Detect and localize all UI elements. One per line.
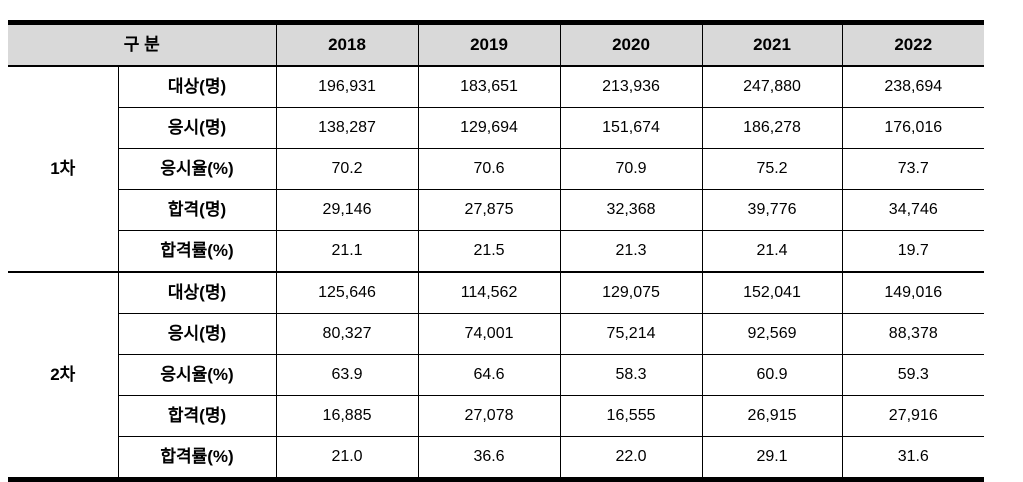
row-label: 합격(명): [117, 395, 277, 437]
cell-value: 73.7: [841, 148, 985, 190]
cell-value: 152,041: [701, 271, 843, 314]
cell-value: 149,016: [841, 271, 985, 314]
cell-value: 59.3: [841, 354, 985, 396]
cell-value: 74,001: [417, 313, 561, 355]
cell-value: 70.6: [417, 148, 561, 190]
table-row: 합격(명) 29,146 27,875 32,368 39,776 34,746: [8, 189, 985, 231]
cell-value: 176,016: [841, 107, 985, 149]
header-year-2020: 2020: [559, 22, 703, 67]
row-label: 응시율(%): [117, 148, 277, 190]
table-row: 응시(명) 80,327 74,001 75,214 92,569 88,378: [8, 313, 985, 355]
header-year-2018: 2018: [275, 22, 419, 67]
cell-value: 19.7: [841, 230, 985, 272]
header-group-label: 구 분: [8, 22, 277, 67]
cell-value: 32,368: [559, 189, 703, 231]
cell-value: 186,278: [701, 107, 843, 149]
cell-value: 129,075: [559, 271, 703, 314]
cell-value: 247,880: [701, 65, 843, 108]
row-label: 대상(명): [117, 65, 277, 108]
cell-value: 39,776: [701, 189, 843, 231]
table-row: 합격률(%) 21.0 36.6 22.0 29.1 31.6: [8, 436, 985, 480]
table-row: 2차 대상(명) 125,646 114,562 129,075 152,041…: [8, 271, 985, 480]
cell-value: 75,214: [559, 313, 703, 355]
row-label: 응시율(%): [117, 354, 277, 396]
row-label: 응시(명): [117, 107, 277, 149]
cell-value: 60.9: [701, 354, 843, 396]
cell-value: 21.5: [417, 230, 561, 272]
cell-value: 80,327: [275, 313, 419, 355]
cell-value: 88,378: [841, 313, 985, 355]
cell-value: 29.1: [701, 436, 843, 480]
table-row: 합격률(%) 21.1 21.5 21.3 21.4 19.7: [8, 230, 985, 272]
table-row: 1차 대상(명) 196,931 183,651 213,936 247,880…: [8, 65, 985, 178]
table-row: 응시율(%) 70.2 70.6 70.9 75.2 73.7: [8, 148, 985, 190]
cell-value: 196,931: [275, 65, 419, 108]
exam-statistics-table-container: 구 분 2018 2019 2020 2021 2022 1차 대상(명) 19…: [8, 20, 985, 482]
cell-value: 29,146: [275, 189, 419, 231]
cell-value: 21.4: [701, 230, 843, 272]
cell-value: 63.9: [275, 354, 419, 396]
header-year-2022: 2022: [841, 22, 985, 67]
cell-value: 238,694: [841, 65, 985, 108]
cell-value: 22.0: [559, 436, 703, 480]
cell-value: 27,078: [417, 395, 561, 437]
cell-value: 21.0: [275, 436, 419, 480]
cell-value: 129,694: [417, 107, 561, 149]
group-cell-round2: 2차: [8, 271, 118, 480]
row-label: 합격률(%): [117, 436, 277, 480]
cell-value: 70.2: [275, 148, 419, 190]
cell-value: 26,915: [701, 395, 843, 437]
cell-value: 183,651: [417, 65, 561, 108]
cell-value: 27,916: [841, 395, 985, 437]
cell-value: 58.3: [559, 354, 703, 396]
row-label: 응시(명): [117, 313, 277, 355]
cell-value: 34,746: [841, 189, 985, 231]
cell-value: 213,936: [559, 65, 703, 108]
cell-value: 27,875: [417, 189, 561, 231]
cell-value: 114,562: [417, 271, 561, 314]
cell-value: 36.6: [417, 436, 561, 480]
cell-value: 16,885: [275, 395, 419, 437]
cell-value: 21.3: [559, 230, 703, 272]
group-cell-round1: 1차: [50, 159, 76, 178]
cell-value: 31.6: [841, 436, 985, 480]
table-row: 응시(명) 138,287 129,694 151,674 186,278 17…: [8, 107, 985, 149]
cell-value: 21.1: [275, 230, 419, 272]
cell-value: 125,646: [275, 271, 419, 314]
cell-value: 70.9: [559, 148, 703, 190]
header-row: 구 분 2018 2019 2020 2021 2022: [8, 22, 985, 67]
cell-value: 138,287: [275, 107, 419, 149]
cell-value: 92,569: [701, 313, 843, 355]
cell-value: 16,555: [559, 395, 703, 437]
row-label: 합격(명): [117, 189, 277, 231]
cell-value: 151,674: [559, 107, 703, 149]
row-label: 대상(명): [117, 271, 277, 314]
cell-value: 64.6: [417, 354, 561, 396]
cell-value: 75.2: [701, 148, 843, 190]
header-year-2021: 2021: [701, 22, 843, 67]
table-row: 응시율(%) 63.9 64.6 58.3 60.9 59.3: [8, 354, 985, 396]
exam-statistics-table: 구 분 2018 2019 2020 2021 2022 1차 대상(명) 19…: [8, 20, 985, 482]
row-label: 합격률(%): [117, 230, 277, 272]
header-year-2019: 2019: [417, 22, 561, 67]
table-row: 합격(명) 16,885 27,078 16,555 26,915 27,916: [8, 395, 985, 437]
